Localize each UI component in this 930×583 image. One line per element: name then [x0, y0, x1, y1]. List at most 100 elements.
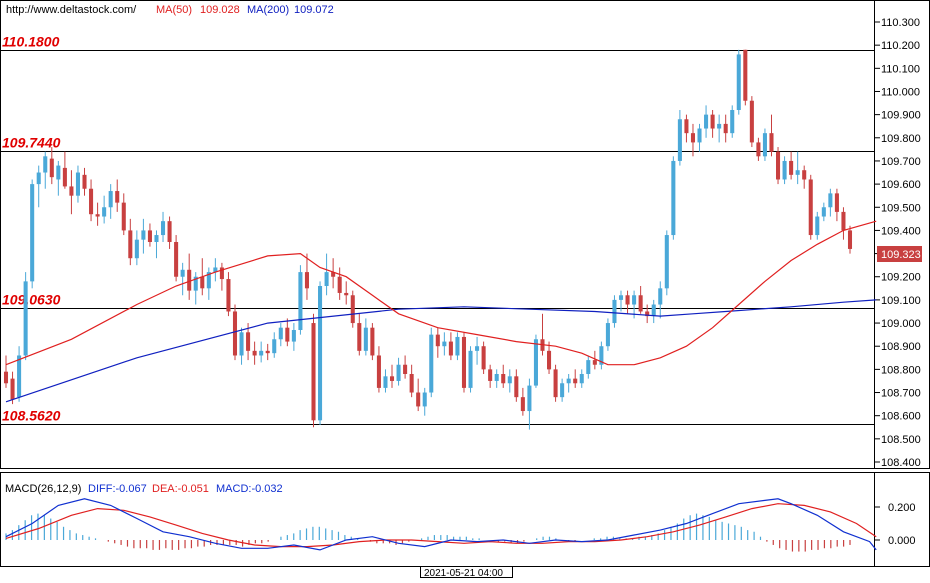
candle-up [324, 272, 329, 286]
candle-up [298, 272, 303, 330]
candle-up [507, 376, 512, 384]
candle-up [795, 170, 800, 175]
candle-down [49, 158, 54, 178]
candle-down [226, 279, 231, 312]
candle-up [102, 207, 107, 217]
candle-up [579, 374, 584, 384]
candle-down [219, 267, 224, 280]
ma200-value: 109.072 [294, 4, 334, 16]
candle-up [160, 221, 166, 236]
candle-up [566, 378, 571, 384]
candle-up [658, 288, 663, 305]
candle-down [749, 100, 754, 143]
candle-up [782, 160, 787, 180]
candle-down [501, 374, 506, 384]
main-plot-frame [0, 0, 875, 469]
ma200-line [5, 299, 877, 403]
candle-up [527, 385, 532, 412]
candle-down [304, 272, 309, 289]
candle-down [638, 295, 643, 312]
diff-line [5, 498, 877, 551]
candle-up [30, 184, 35, 282]
candle-down [187, 269, 192, 291]
candle-up [36, 172, 41, 185]
candle-down [573, 378, 578, 384]
candle-up [586, 360, 591, 374]
candle-down [409, 374, 414, 393]
price-tick-label: 108.700 [881, 388, 921, 400]
candle-down [416, 392, 421, 407]
candle-up [533, 339, 538, 386]
candle-up [828, 193, 833, 208]
candle-down [789, 160, 794, 175]
candle-down [756, 142, 761, 157]
candle-up [363, 327, 368, 351]
level-label: 109.0630 [2, 292, 61, 308]
dea-line [5, 503, 877, 548]
price-tick-label: 109.800 [881, 133, 921, 145]
candle-down [625, 295, 630, 305]
candle-up [56, 165, 61, 180]
macd-diff-label: DIFF:-0.067 [88, 483, 147, 495]
candle-down [743, 49, 748, 101]
main-axis-frame [874, 0, 930, 469]
price-tick-label: 109.500 [881, 202, 921, 214]
candle-up [618, 295, 624, 300]
candle-up [599, 346, 604, 365]
current-price-label: 109.323 [881, 249, 921, 261]
level-label: 109.7440 [2, 135, 61, 151]
price-tick-label: 108.800 [881, 364, 921, 376]
price-tick-label: 109.600 [881, 179, 921, 191]
candle-down [389, 376, 395, 381]
candle-down [285, 327, 290, 342]
candle-up [318, 286, 323, 421]
candle-up [651, 304, 656, 317]
candle-down [592, 360, 597, 365]
candle-down [147, 230, 152, 242]
candle-up [272, 339, 277, 354]
candle-up [560, 383, 565, 398]
candle-up [697, 128, 702, 143]
candle-down [645, 311, 650, 317]
candle-up [193, 276, 198, 291]
candle-down [331, 272, 336, 277]
candle-up [429, 334, 434, 393]
candle-down [200, 276, 205, 289]
candle-down [723, 123, 728, 134]
candle-up [108, 191, 113, 208]
candle-up [632, 295, 637, 305]
macd-tick-label: 0.000 [888, 535, 916, 547]
price-tick-label: 110.100 [881, 63, 920, 75]
candle-down [252, 350, 257, 356]
candle-up [468, 350, 473, 388]
candle-down [174, 242, 179, 277]
candle-up [494, 374, 499, 381]
candle-up [664, 235, 669, 289]
price-tick-label: 109.200 [881, 272, 921, 284]
candle-down [232, 311, 238, 356]
price-tick-label: 109.700 [881, 156, 921, 168]
candle-down [547, 350, 552, 370]
candle-up [815, 216, 820, 236]
candle-down [802, 170, 807, 180]
candle-down [121, 202, 126, 231]
candle-down [128, 230, 133, 259]
price-tick-label: 108.400 [881, 457, 921, 469]
candle-up [259, 350, 264, 356]
level-label: 110.1800 [2, 34, 60, 50]
candle-up [475, 346, 480, 351]
candle-down [834, 193, 839, 212]
candle-down [690, 133, 696, 143]
candle-down [62, 167, 67, 187]
candle-up [396, 364, 401, 381]
date-label: 2021-05-21 04:00 [424, 568, 503, 578]
candle-up [736, 54, 741, 110]
price-tick-label: 110.300 [881, 17, 920, 29]
candle-up [213, 267, 218, 273]
candle-down [167, 221, 172, 242]
candle-down [684, 119, 689, 134]
candle-down [370, 327, 375, 356]
candle-down [10, 378, 15, 400]
price-axis: 110.300 110.200 110.100 110.000 109.900 109.8… [875, 17, 921, 469]
